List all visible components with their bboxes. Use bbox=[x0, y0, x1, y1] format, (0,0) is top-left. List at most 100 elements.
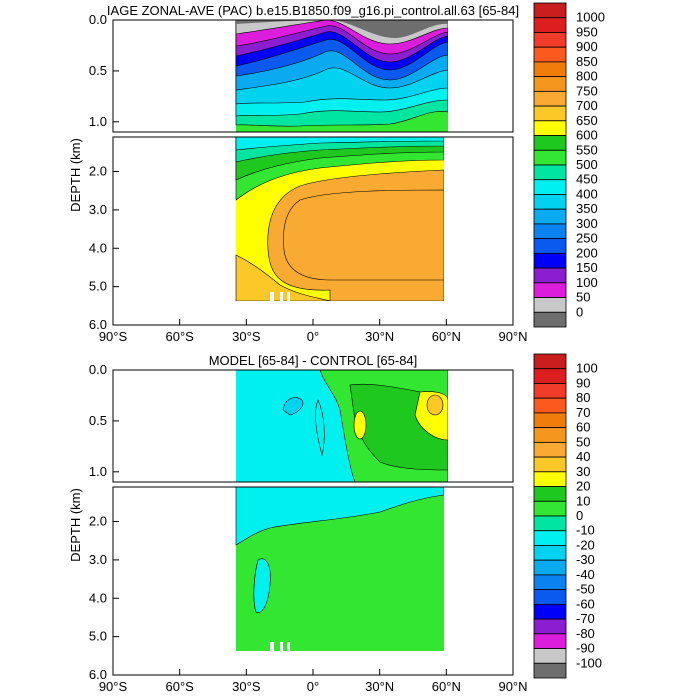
colorbar-box bbox=[533, 76, 567, 92]
colorbar-label: -10 bbox=[576, 523, 595, 538]
seafloor-notch bbox=[287, 642, 290, 651]
x-tick-label: 60°N bbox=[432, 679, 461, 694]
y-tick-label: 3.0 bbox=[89, 202, 107, 217]
y-tick-label: 2.0 bbox=[89, 514, 107, 529]
colorbar-label: 80 bbox=[576, 390, 590, 405]
bottom-lower-field bbox=[113, 487, 513, 675]
top-lower-field bbox=[113, 137, 513, 325]
top-colorbar: 1000950900850800750700650600550500450400… bbox=[533, 2, 605, 328]
seafloor-notch bbox=[280, 642, 283, 651]
colorbar-label: 750 bbox=[576, 83, 598, 98]
seafloor-notch bbox=[280, 292, 283, 301]
colorbar-box bbox=[533, 267, 567, 284]
colorbar-box bbox=[533, 120, 567, 136]
diff-layer-neg10-south bbox=[253, 558, 271, 613]
land-mask-east bbox=[444, 137, 513, 325]
colorbar-label: 650 bbox=[576, 113, 598, 128]
colorbar-box bbox=[533, 486, 567, 502]
colorbar-label: 50 bbox=[576, 290, 590, 305]
colorbar-box bbox=[533, 559, 567, 576]
bottom-upper-field bbox=[113, 370, 513, 482]
colorbar-label: 40 bbox=[576, 449, 590, 464]
colorbar-label: 100 bbox=[576, 361, 598, 376]
field-layer-680 bbox=[283, 189, 445, 281]
x-tick-label: 90°N bbox=[498, 329, 527, 344]
y-tick-label: 1.0 bbox=[89, 114, 107, 129]
colorbar-box bbox=[533, 515, 567, 532]
colorbar-label: 450 bbox=[576, 172, 598, 187]
colorbar-label: 60 bbox=[576, 420, 590, 435]
colorbar-box bbox=[533, 530, 567, 546]
colorbar-label: 30 bbox=[576, 464, 590, 479]
x-tick-label: 60°S bbox=[165, 679, 194, 694]
x-tick-label: 90°N bbox=[498, 679, 527, 694]
colorbar-box bbox=[533, 208, 567, 225]
y-tick-label: 0.5 bbox=[89, 413, 107, 428]
diff-layer-neg10 bbox=[235, 487, 445, 546]
bottom-upper-frame bbox=[112, 369, 514, 483]
diff-spot-30 bbox=[426, 394, 444, 416]
colorbar-box bbox=[533, 427, 567, 443]
y-tick-label: 2.0 bbox=[89, 164, 107, 179]
colorbar-box bbox=[533, 368, 567, 384]
land-mask-east bbox=[444, 487, 513, 675]
bottom-panel-title: MODEL [65-84] - CONTROL [65-84] bbox=[209, 353, 418, 368]
bottom-panel: MODEL [65-84] - CONTROL [65-84] bbox=[68, 353, 602, 694]
colorbar-label: -100 bbox=[576, 655, 602, 670]
y-tick-label: 4.0 bbox=[89, 240, 107, 255]
y-tick-label: 3.0 bbox=[89, 552, 107, 567]
colorbar-box bbox=[533, 603, 567, 620]
y-tick-label: 6.0 bbox=[89, 317, 107, 332]
colorbar-label: 550 bbox=[576, 142, 598, 157]
colorbar-box bbox=[533, 61, 567, 78]
colorbar-label: 300 bbox=[576, 216, 598, 231]
x-tick-label: 30°S bbox=[232, 329, 261, 344]
y-tick-label: 1.0 bbox=[89, 464, 107, 479]
top-upper-frame bbox=[112, 19, 514, 133]
colorbar-box bbox=[533, 633, 567, 649]
top-panel: IAGE ZONAL-AVE (PAC) b.e15.B1850.f09_g16… bbox=[68, 2, 605, 344]
colorbar-label: -20 bbox=[576, 537, 595, 552]
land-mask-bottom bbox=[236, 651, 444, 675]
colorbar-box bbox=[533, 223, 567, 240]
bottom-ylabel: DEPTH (km) bbox=[68, 488, 83, 562]
colorbar-box bbox=[533, 105, 567, 122]
colorbar-label: -90 bbox=[576, 641, 595, 656]
colorbar-box bbox=[533, 662, 567, 679]
x-tick-label: 60°N bbox=[432, 329, 461, 344]
colorbar-label: 20 bbox=[576, 479, 590, 494]
colorbar-label: 10 bbox=[576, 493, 590, 508]
colorbar-box bbox=[533, 149, 567, 166]
colorbar-box bbox=[533, 353, 567, 370]
x-tick-label: 0° bbox=[307, 679, 319, 694]
colorbar-box bbox=[533, 500, 567, 517]
colorbar-box bbox=[533, 383, 567, 399]
colorbar-label: 500 bbox=[576, 157, 598, 172]
colorbar-box bbox=[533, 574, 567, 591]
colorbar-box bbox=[533, 648, 567, 664]
colorbar-box bbox=[533, 252, 567, 269]
colorbar-box bbox=[533, 179, 567, 195]
colorbar-label: 250 bbox=[576, 231, 598, 246]
x-tick-label: 90°S bbox=[99, 329, 128, 344]
top-panel-title: IAGE ZONAL-AVE (PAC) b.e15.B1850.f09_g16… bbox=[107, 3, 519, 18]
colorbar-label: 400 bbox=[576, 186, 598, 201]
diff-layer-neg20 bbox=[282, 397, 304, 416]
y-tick-label: 0.5 bbox=[89, 63, 107, 78]
colorbar-box bbox=[533, 412, 567, 429]
diff-contour-neg10 bbox=[315, 399, 325, 457]
y-tick-label: 5.0 bbox=[89, 629, 107, 644]
colorbar-label: 600 bbox=[576, 128, 598, 143]
seafloor-notch bbox=[270, 642, 274, 651]
colorbar-label: 800 bbox=[576, 69, 598, 84]
colorbar-label: -80 bbox=[576, 626, 595, 641]
seafloor-notch bbox=[270, 292, 274, 301]
colorbar-box bbox=[533, 135, 567, 151]
colorbar-label: -50 bbox=[576, 582, 595, 597]
y-tick-label: 0.0 bbox=[89, 12, 107, 27]
bottom-colorbar: 1009080706050403020100-10-20-30-40-50-60… bbox=[533, 353, 602, 679]
colorbar-label: 50 bbox=[576, 434, 590, 449]
x-tick-label: 90°S bbox=[99, 679, 128, 694]
colorbar-box bbox=[533, 441, 567, 458]
colorbar-label: -70 bbox=[576, 611, 595, 626]
